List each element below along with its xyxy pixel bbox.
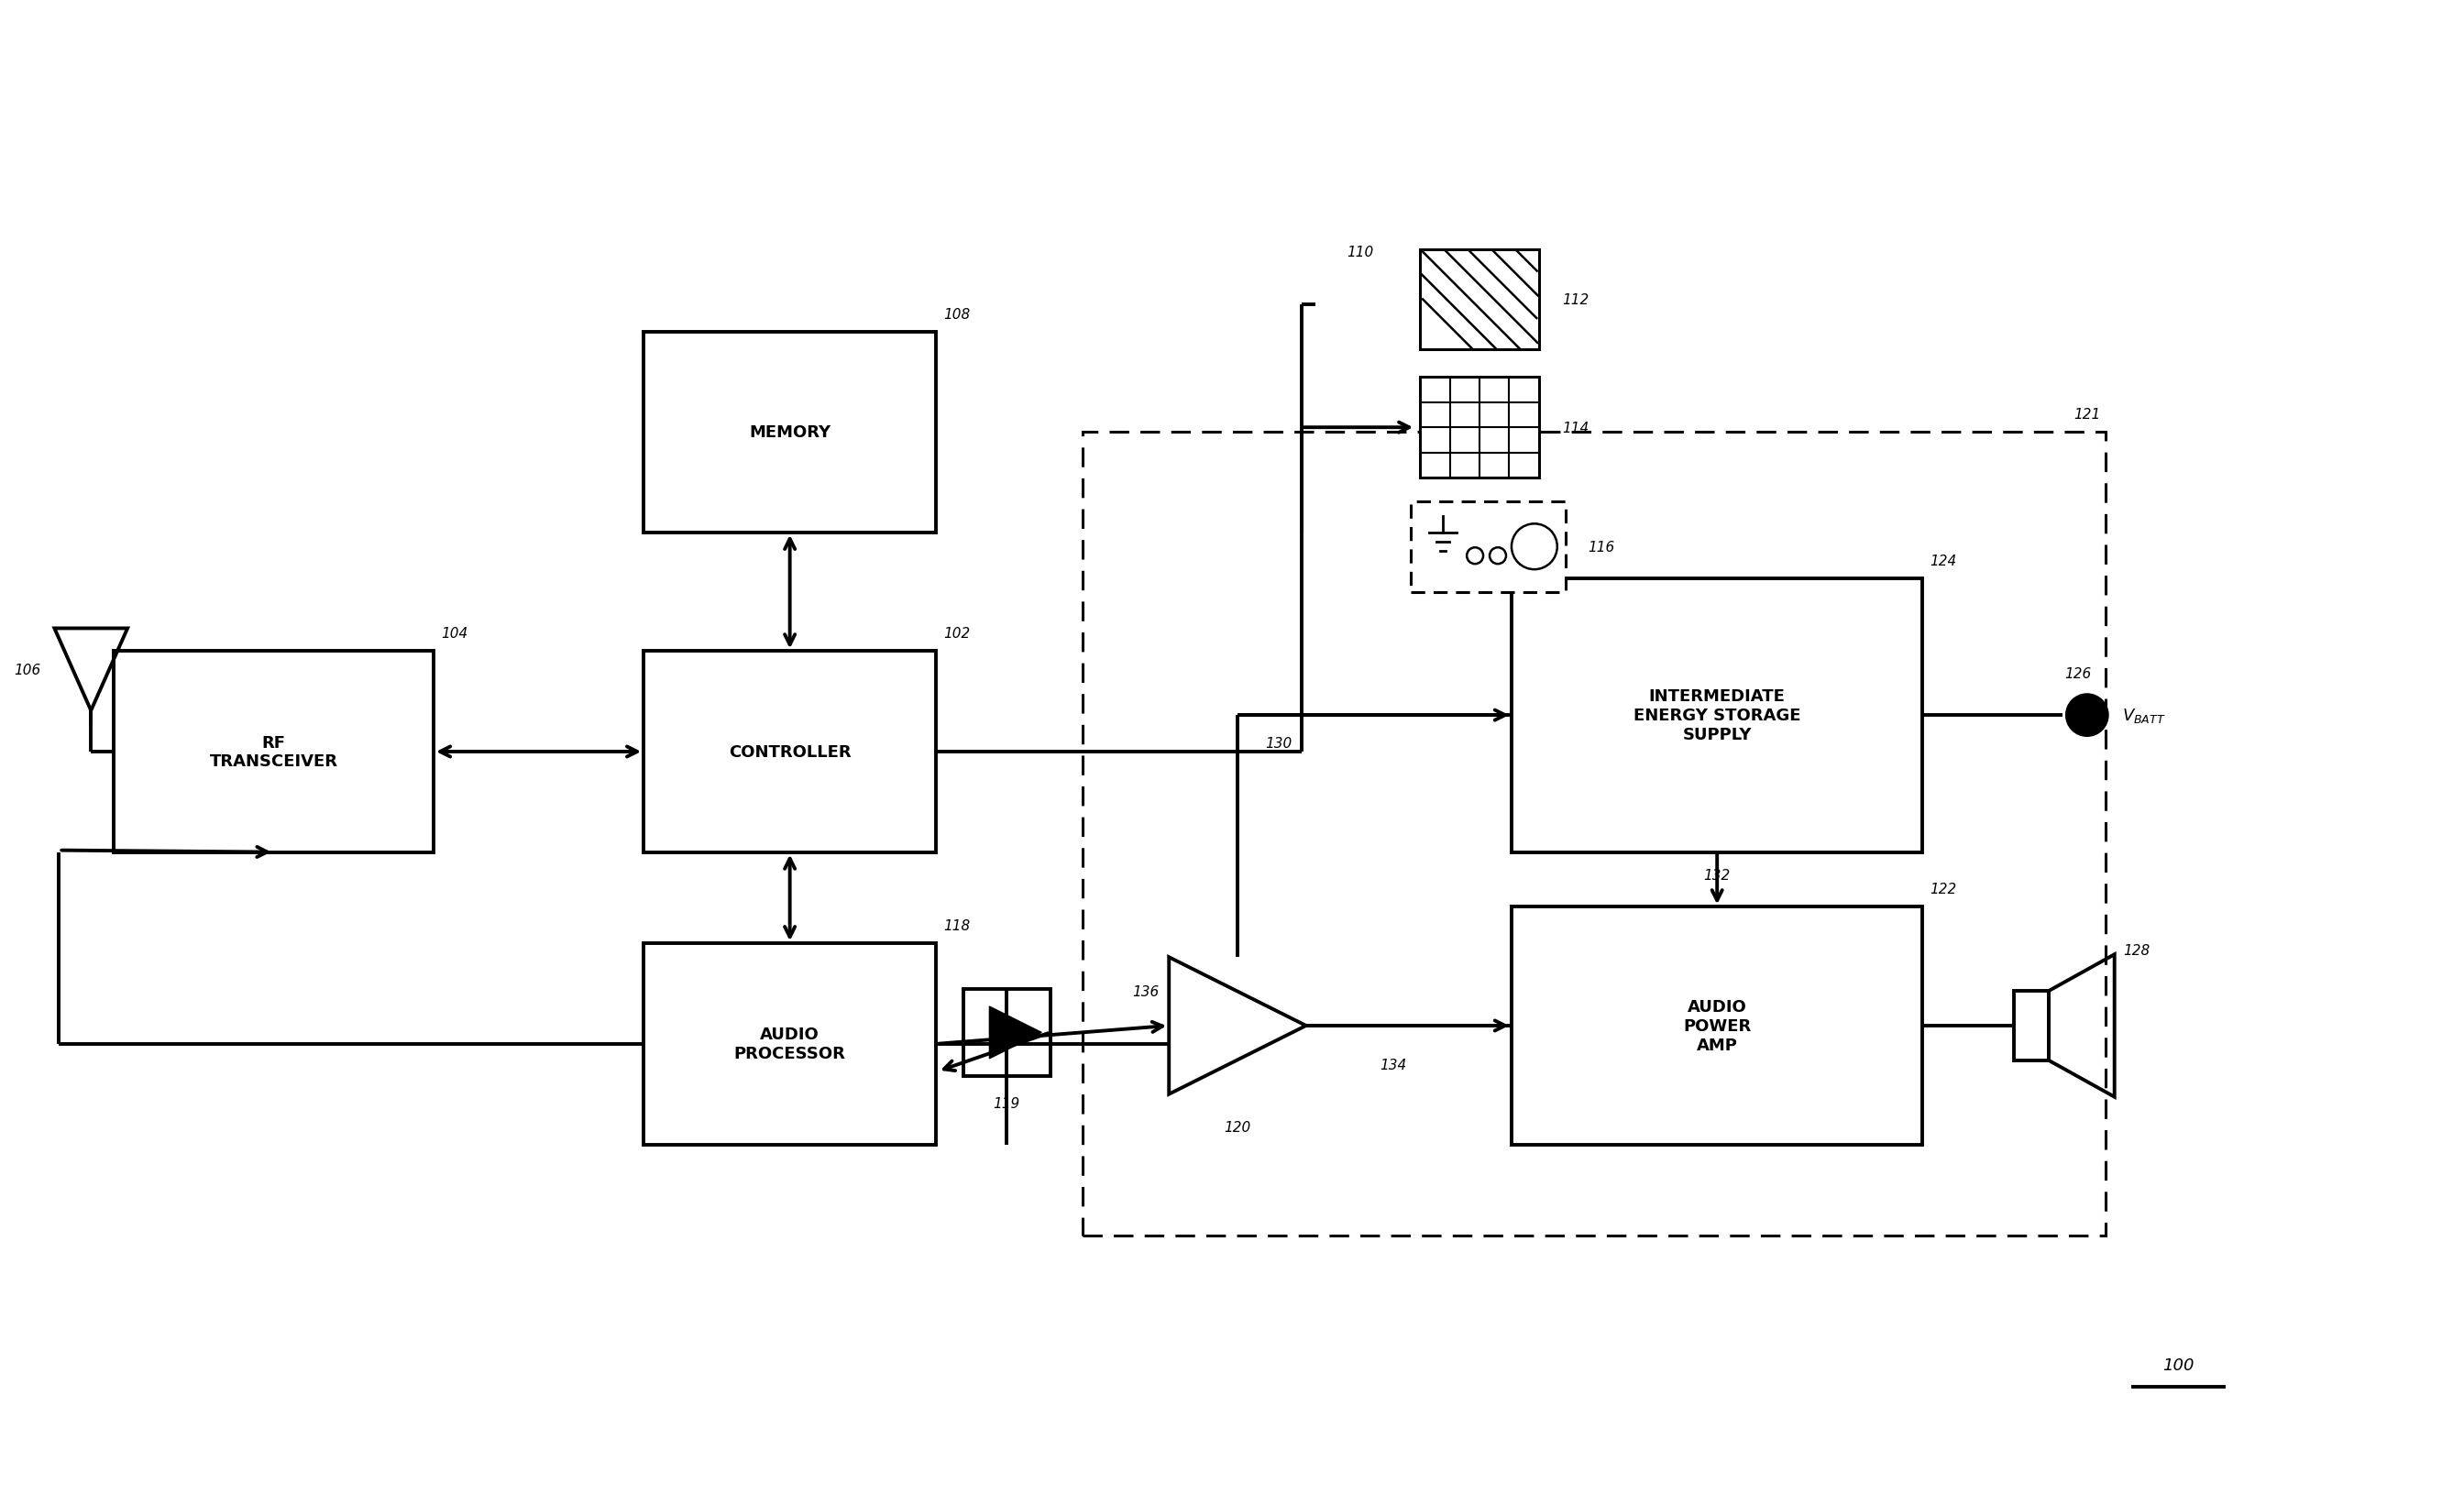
Text: 112: 112 xyxy=(1562,293,1589,306)
Text: AUDIO
POWER
AMP: AUDIO POWER AMP xyxy=(1683,998,1752,1053)
Text: 102: 102 xyxy=(944,627,971,641)
FancyBboxPatch shape xyxy=(113,651,434,853)
Text: AUDIO
PROCESSOR: AUDIO PROCESSOR xyxy=(734,1026,845,1062)
Text: 134: 134 xyxy=(1380,1058,1407,1071)
Text: 120: 120 xyxy=(1225,1120,1252,1134)
Text: 130: 130 xyxy=(1264,737,1291,750)
Text: 106: 106 xyxy=(15,663,42,677)
Text: 100: 100 xyxy=(2163,1357,2195,1373)
FancyBboxPatch shape xyxy=(1419,249,1540,351)
Text: INTERMEDIATE
ENERGY STORAGE
SUPPLY: INTERMEDIATE ENERGY STORAGE SUPPLY xyxy=(1634,689,1801,743)
Text: 121: 121 xyxy=(2075,408,2102,421)
Text: MEMORY: MEMORY xyxy=(749,424,830,441)
FancyBboxPatch shape xyxy=(643,332,936,533)
Text: RF
TRANSCEIVER: RF TRANSCEIVER xyxy=(209,734,338,769)
Text: 124: 124 xyxy=(1929,554,1956,568)
Circle shape xyxy=(2067,695,2107,735)
FancyBboxPatch shape xyxy=(1419,378,1540,478)
Text: 114: 114 xyxy=(1562,421,1589,435)
FancyBboxPatch shape xyxy=(1510,907,1922,1144)
Text: 119: 119 xyxy=(993,1097,1020,1110)
Text: $V_{BATT}$: $V_{BATT}$ xyxy=(2122,707,2166,725)
Text: 128: 128 xyxy=(2124,944,2151,958)
Text: 108: 108 xyxy=(944,308,971,321)
Text: 110: 110 xyxy=(1348,245,1375,258)
FancyBboxPatch shape xyxy=(1412,502,1565,592)
FancyBboxPatch shape xyxy=(2013,991,2048,1061)
Text: 132: 132 xyxy=(1703,868,1730,881)
Text: 126: 126 xyxy=(2065,668,2092,681)
Text: CONTROLLER: CONTROLLER xyxy=(729,744,850,760)
FancyBboxPatch shape xyxy=(1510,578,1922,853)
Text: 136: 136 xyxy=(1133,985,1161,998)
Text: 122: 122 xyxy=(1929,883,1956,896)
Polygon shape xyxy=(991,1007,1042,1059)
Text: 104: 104 xyxy=(441,627,468,641)
Text: 116: 116 xyxy=(1589,541,1614,554)
FancyBboxPatch shape xyxy=(963,989,1050,1076)
FancyBboxPatch shape xyxy=(643,944,936,1144)
FancyBboxPatch shape xyxy=(643,651,936,853)
Text: 118: 118 xyxy=(944,919,971,932)
